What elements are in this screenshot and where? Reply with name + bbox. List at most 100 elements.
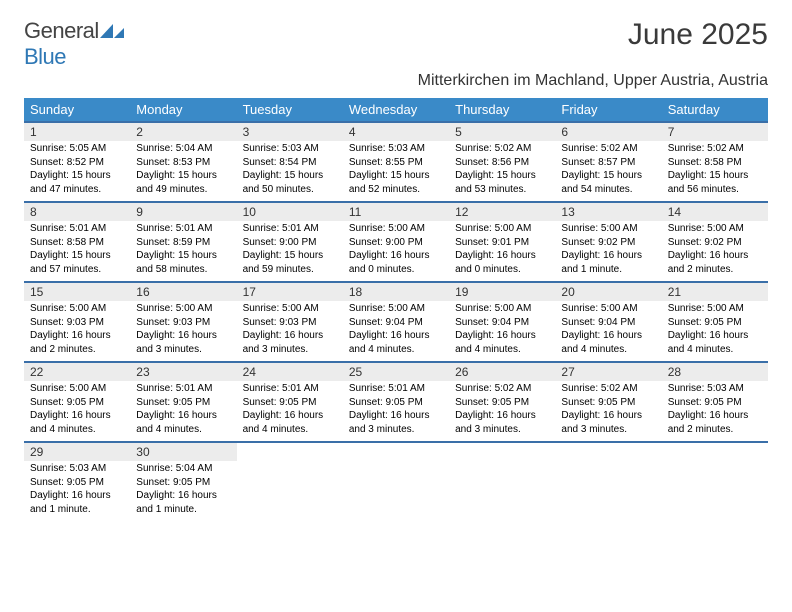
day-cell: 11Sunrise: 5:00 AMSunset: 9:00 PMDayligh… [343, 203, 449, 281]
day-cell [237, 443, 343, 521]
day-number: 19 [449, 283, 555, 301]
day-info: Sunrise: 5:00 AMSunset: 9:04 PMDaylight:… [449, 301, 555, 360]
day-number: 27 [555, 363, 661, 381]
brand-logo: General Blue [24, 18, 124, 70]
calendar-body: 1Sunrise: 5:05 AMSunset: 8:52 PMDaylight… [24, 121, 768, 521]
day-cell: 27Sunrise: 5:02 AMSunset: 9:05 PMDayligh… [555, 363, 661, 441]
day-info: Sunrise: 5:00 AMSunset: 9:00 PMDaylight:… [343, 221, 449, 280]
day-number: 7 [662, 123, 768, 141]
day-header: Sunday [24, 98, 130, 121]
day-cell: 25Sunrise: 5:01 AMSunset: 9:05 PMDayligh… [343, 363, 449, 441]
day-cell: 30Sunrise: 5:04 AMSunset: 9:05 PMDayligh… [130, 443, 236, 521]
week-row: 1Sunrise: 5:05 AMSunset: 8:52 PMDaylight… [24, 121, 768, 201]
month-title: June 2025 [628, 18, 768, 52]
day-info: Sunrise: 5:03 AMSunset: 9:05 PMDaylight:… [662, 381, 768, 440]
day-number: 15 [24, 283, 130, 301]
day-number: 23 [130, 363, 236, 381]
day-number: 3 [237, 123, 343, 141]
week-row: 29Sunrise: 5:03 AMSunset: 9:05 PMDayligh… [24, 441, 768, 521]
day-number: 14 [662, 203, 768, 221]
day-cell: 1Sunrise: 5:05 AMSunset: 8:52 PMDaylight… [24, 123, 130, 201]
day-number: 5 [449, 123, 555, 141]
day-header: Monday [130, 98, 236, 121]
day-cell: 8Sunrise: 5:01 AMSunset: 8:58 PMDaylight… [24, 203, 130, 281]
day-cell: 7Sunrise: 5:02 AMSunset: 8:58 PMDaylight… [662, 123, 768, 201]
day-info: Sunrise: 5:01 AMSunset: 8:58 PMDaylight:… [24, 221, 130, 280]
day-info: Sunrise: 5:00 AMSunset: 9:05 PMDaylight:… [662, 301, 768, 360]
day-number: 28 [662, 363, 768, 381]
day-info: Sunrise: 5:01 AMSunset: 9:00 PMDaylight:… [237, 221, 343, 280]
brand-name-b: Blue [24, 44, 66, 69]
day-number: 30 [130, 443, 236, 461]
day-cell: 15Sunrise: 5:00 AMSunset: 9:03 PMDayligh… [24, 283, 130, 361]
day-info: Sunrise: 5:00 AMSunset: 9:05 PMDaylight:… [24, 381, 130, 440]
day-info: Sunrise: 5:00 AMSunset: 9:04 PMDaylight:… [343, 301, 449, 360]
day-number: 25 [343, 363, 449, 381]
day-info: Sunrise: 5:00 AMSunset: 9:03 PMDaylight:… [24, 301, 130, 360]
day-cell: 2Sunrise: 5:04 AMSunset: 8:53 PMDaylight… [130, 123, 236, 201]
day-number: 2 [130, 123, 236, 141]
day-info: Sunrise: 5:03 AMSunset: 8:54 PMDaylight:… [237, 141, 343, 200]
day-cell: 5Sunrise: 5:02 AMSunset: 8:56 PMDaylight… [449, 123, 555, 201]
day-info: Sunrise: 5:05 AMSunset: 8:52 PMDaylight:… [24, 141, 130, 200]
day-info: Sunrise: 5:02 AMSunset: 9:05 PMDaylight:… [555, 381, 661, 440]
day-cell: 16Sunrise: 5:00 AMSunset: 9:03 PMDayligh… [130, 283, 236, 361]
day-info: Sunrise: 5:00 AMSunset: 9:03 PMDaylight:… [130, 301, 236, 360]
day-cell: 10Sunrise: 5:01 AMSunset: 9:00 PMDayligh… [237, 203, 343, 281]
day-info: Sunrise: 5:00 AMSunset: 9:01 PMDaylight:… [449, 221, 555, 280]
day-number: 16 [130, 283, 236, 301]
week-row: 8Sunrise: 5:01 AMSunset: 8:58 PMDaylight… [24, 201, 768, 281]
day-cell: 29Sunrise: 5:03 AMSunset: 9:05 PMDayligh… [24, 443, 130, 521]
day-cell: 24Sunrise: 5:01 AMSunset: 9:05 PMDayligh… [237, 363, 343, 441]
day-info: Sunrise: 5:02 AMSunset: 8:57 PMDaylight:… [555, 141, 661, 200]
day-number: 8 [24, 203, 130, 221]
day-cell [555, 443, 661, 521]
day-number: 4 [343, 123, 449, 141]
day-header: Saturday [662, 98, 768, 121]
brand-name: General Blue [24, 18, 124, 70]
day-info: Sunrise: 5:02 AMSunset: 9:05 PMDaylight:… [449, 381, 555, 440]
day-cell: 20Sunrise: 5:00 AMSunset: 9:04 PMDayligh… [555, 283, 661, 361]
day-number: 22 [24, 363, 130, 381]
day-header: Friday [555, 98, 661, 121]
day-header: Thursday [449, 98, 555, 121]
day-info: Sunrise: 5:00 AMSunset: 9:02 PMDaylight:… [662, 221, 768, 280]
day-cell: 12Sunrise: 5:00 AMSunset: 9:01 PMDayligh… [449, 203, 555, 281]
brand-name-a: General [24, 18, 99, 43]
day-cell: 21Sunrise: 5:00 AMSunset: 9:05 PMDayligh… [662, 283, 768, 361]
day-number: 17 [237, 283, 343, 301]
day-cell [662, 443, 768, 521]
day-info: Sunrise: 5:03 AMSunset: 8:55 PMDaylight:… [343, 141, 449, 200]
day-number: 26 [449, 363, 555, 381]
day-cell: 9Sunrise: 5:01 AMSunset: 8:59 PMDaylight… [130, 203, 236, 281]
day-cell: 3Sunrise: 5:03 AMSunset: 8:54 PMDaylight… [237, 123, 343, 201]
day-number: 21 [662, 283, 768, 301]
day-info: Sunrise: 5:02 AMSunset: 8:58 PMDaylight:… [662, 141, 768, 200]
day-cell: 28Sunrise: 5:03 AMSunset: 9:05 PMDayligh… [662, 363, 768, 441]
location-subtitle: Mitterkirchen im Machland, Upper Austria… [24, 72, 768, 90]
day-number: 18 [343, 283, 449, 301]
day-info: Sunrise: 5:00 AMSunset: 9:04 PMDaylight:… [555, 301, 661, 360]
day-info: Sunrise: 5:01 AMSunset: 8:59 PMDaylight:… [130, 221, 236, 280]
day-number: 13 [555, 203, 661, 221]
day-header: Wednesday [343, 98, 449, 121]
day-info: Sunrise: 5:01 AMSunset: 9:05 PMDaylight:… [237, 381, 343, 440]
header-row: General Blue June 2025 [24, 18, 768, 70]
day-info: Sunrise: 5:03 AMSunset: 9:05 PMDaylight:… [24, 461, 130, 520]
day-info: Sunrise: 5:01 AMSunset: 9:05 PMDaylight:… [343, 381, 449, 440]
day-number: 20 [555, 283, 661, 301]
day-cell: 17Sunrise: 5:00 AMSunset: 9:03 PMDayligh… [237, 283, 343, 361]
day-cell: 19Sunrise: 5:00 AMSunset: 9:04 PMDayligh… [449, 283, 555, 361]
week-row: 22Sunrise: 5:00 AMSunset: 9:05 PMDayligh… [24, 361, 768, 441]
day-cell: 13Sunrise: 5:00 AMSunset: 9:02 PMDayligh… [555, 203, 661, 281]
logo-triangle-icon [100, 18, 124, 44]
day-cell: 14Sunrise: 5:00 AMSunset: 9:02 PMDayligh… [662, 203, 768, 281]
day-number: 24 [237, 363, 343, 381]
day-number: 1 [24, 123, 130, 141]
day-info: Sunrise: 5:00 AMSunset: 9:03 PMDaylight:… [237, 301, 343, 360]
day-number: 6 [555, 123, 661, 141]
day-number: 12 [449, 203, 555, 221]
calendar-header-row: SundayMondayTuesdayWednesdayThursdayFrid… [24, 98, 768, 121]
day-number: 11 [343, 203, 449, 221]
day-cell: 26Sunrise: 5:02 AMSunset: 9:05 PMDayligh… [449, 363, 555, 441]
